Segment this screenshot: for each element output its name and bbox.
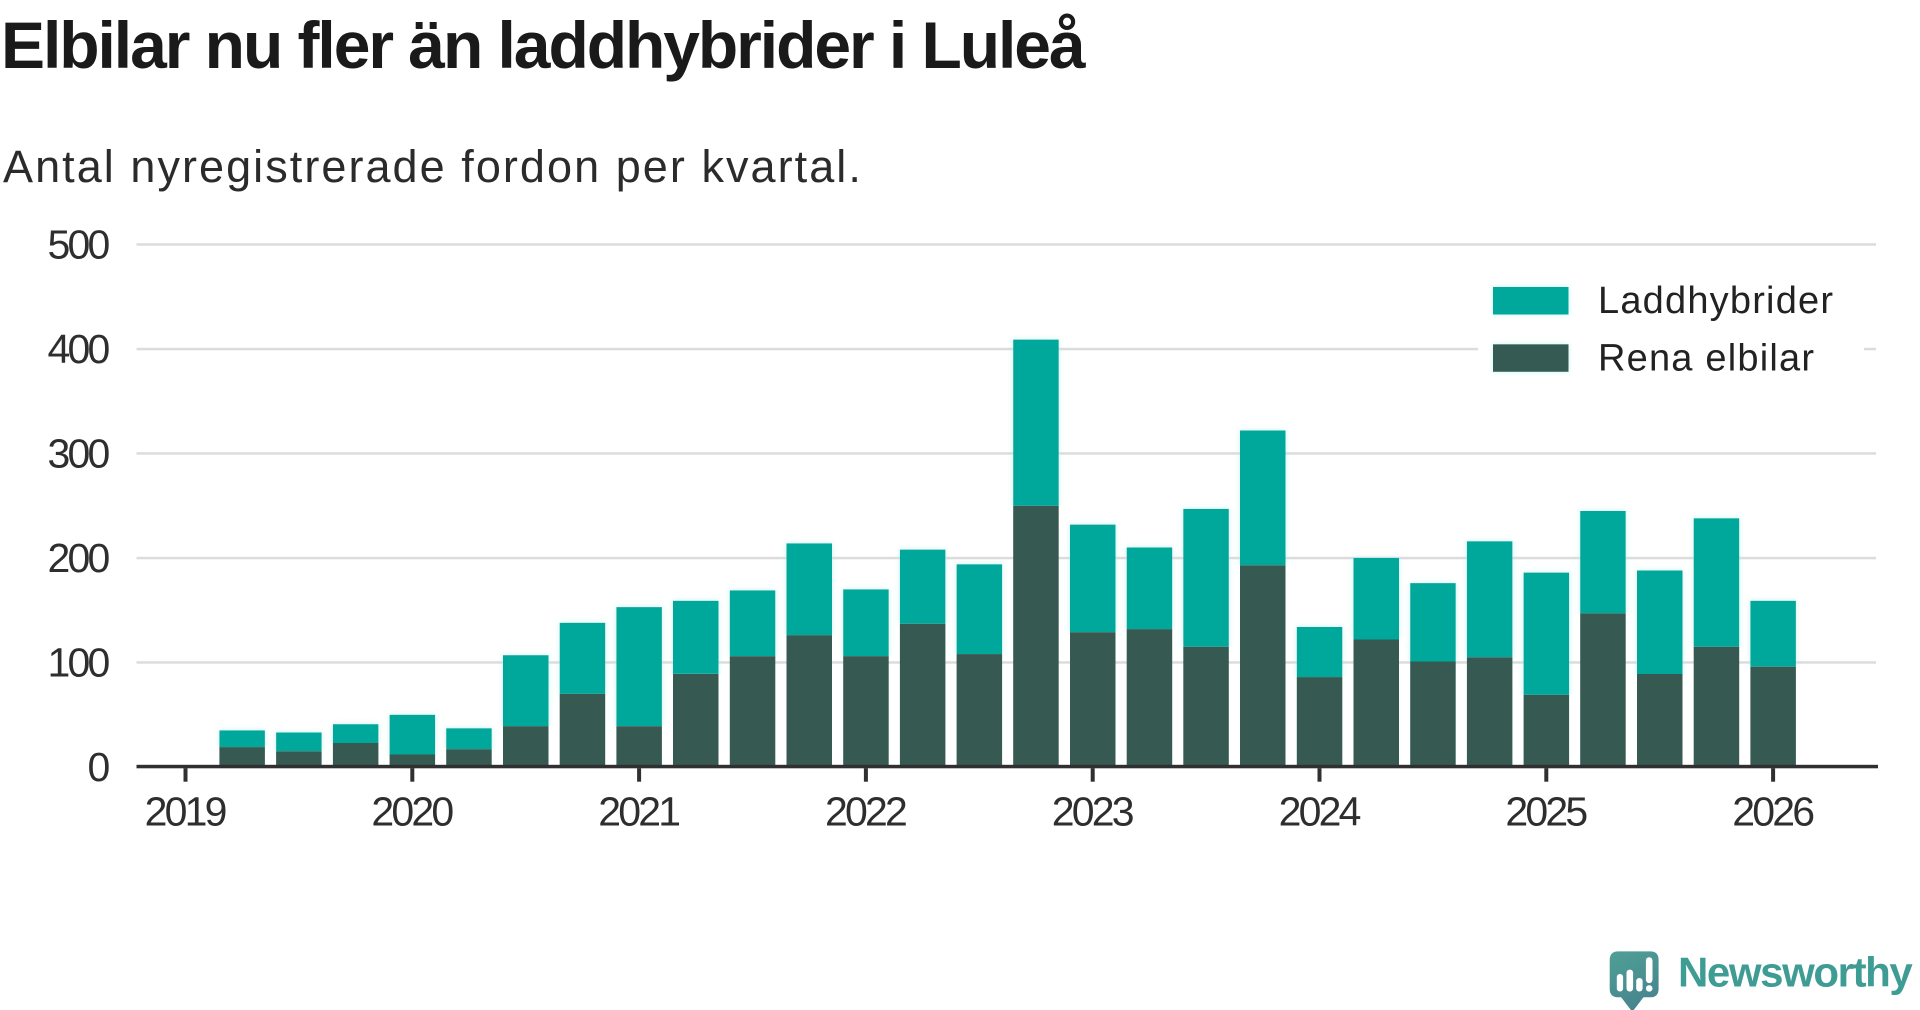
svg-text:400: 400	[47, 326, 109, 372]
svg-text:Newsworthy: Newsworthy	[1678, 949, 1913, 996]
svg-text:2024: 2024	[1279, 789, 1361, 835]
svg-text:200: 200	[47, 535, 109, 581]
svg-text:Rena elbilar: Rena elbilar	[1598, 338, 1815, 380]
svg-text:500: 500	[47, 222, 109, 268]
svg-text:2020: 2020	[371, 789, 453, 835]
svg-text:300: 300	[47, 431, 109, 477]
svg-text:2019: 2019	[145, 789, 226, 835]
svg-text:Laddhybrider: Laddhybrider	[1598, 280, 1834, 322]
svg-text:2023: 2023	[1052, 789, 1133, 835]
svg-text:2021: 2021	[598, 789, 679, 835]
svg-text:0: 0	[87, 744, 109, 790]
svg-text:100: 100	[47, 640, 109, 686]
svg-text:2025: 2025	[1505, 789, 1587, 835]
svg-text:2022: 2022	[825, 789, 906, 835]
svg-text:2026: 2026	[1732, 789, 1813, 835]
